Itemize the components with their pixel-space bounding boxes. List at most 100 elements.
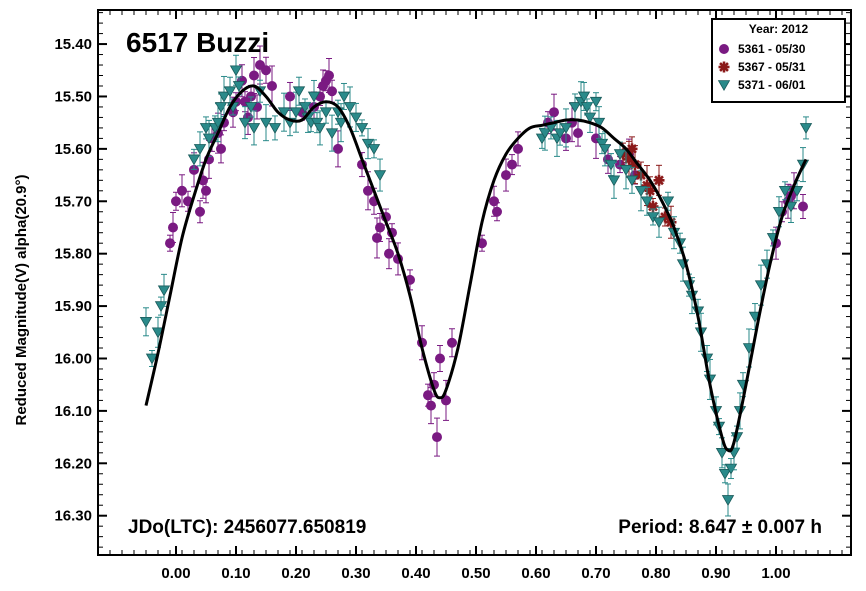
x-tick-label: 0.20: [281, 565, 310, 582]
data-point: [261, 65, 271, 76]
data-point: [171, 196, 181, 207]
data-point: [367, 144, 381, 155]
data-point: [195, 206, 205, 217]
data-point: [372, 232, 382, 243]
data-point: [327, 86, 337, 97]
y-tick-label: 15.90: [54, 298, 92, 315]
data-point: [553, 128, 567, 140]
data-point: [361, 138, 375, 150]
data-point: [355, 123, 369, 134]
y-tick-label: 15.40: [54, 36, 92, 53]
chart-title: 6517 Buzzi: [126, 27, 269, 58]
fit-curve: [144, 84, 808, 453]
data-point: [607, 175, 621, 187]
plot-frame: [97, 9, 852, 556]
y-tick-label: 15.80: [54, 246, 92, 263]
data-point: [145, 353, 159, 365]
jdo-annotation: JDo(LTC): 2456077.650819: [128, 517, 366, 538]
data-point: [325, 128, 339, 140]
data-point: [778, 185, 792, 197]
data-point: [426, 400, 436, 411]
y-tick-label: 16.00: [54, 350, 92, 367]
data-point: [435, 353, 445, 364]
data-point: [640, 196, 654, 208]
x-tick-label: 0.60: [521, 565, 550, 582]
data-point: [334, 117, 348, 129]
y-axis-title: Reduced Magnitude(V) alpha(20.9°): [13, 174, 30, 425]
data-point: [232, 81, 246, 93]
y-tick-label: 15.70: [54, 193, 92, 210]
data-point: [223, 86, 237, 98]
x-tick-label: 0.00: [161, 565, 190, 582]
x-tick-label: 1.00: [761, 565, 790, 582]
data-point: [244, 102, 258, 113]
legend-entry-label: 5361 - 05/30: [738, 42, 806, 56]
data-point: [432, 432, 442, 443]
legend-marker-asterisk: [718, 61, 730, 73]
data-point: [373, 170, 387, 182]
data-point: [168, 222, 178, 233]
data-point: [492, 206, 502, 217]
data-point: [384, 248, 394, 259]
chart-axes: 0.00 0.10 0.20 0.30 0.40 0.50 0.60 0.70 0.80 0.90…: [54, 9, 852, 582]
data-point: [319, 107, 333, 119]
data-point: [187, 154, 201, 166]
data-point: [139, 317, 153, 328]
data-point: [375, 222, 385, 233]
period-annotation: Period: 8.647 ± 0.007 h: [618, 517, 822, 538]
data-point: [718, 468, 732, 480]
data-point: [165, 238, 175, 249]
data-point: [538, 128, 552, 140]
x-tick-label: 0.50: [461, 565, 490, 582]
data-point: [217, 91, 231, 103]
data-point: [277, 107, 291, 119]
data-point: [549, 107, 559, 118]
data-point: [363, 185, 373, 196]
data-point: [653, 174, 665, 186]
legend: Year: 2012 5361 - 05/30 5367 - 05/31 5371 -…: [711, 18, 846, 103]
data-point: [211, 117, 225, 129]
data-point: [343, 102, 357, 113]
data-point: [772, 206, 786, 218]
data-point: [646, 212, 660, 224]
data-point: [238, 117, 252, 129]
data-point: [441, 395, 451, 406]
data-point: [754, 280, 768, 292]
data-point: [798, 201, 808, 212]
data-point: [259, 117, 273, 129]
data-point: [267, 80, 277, 91]
data-point: [507, 159, 517, 170]
data-point: [423, 390, 433, 401]
data-point: [625, 175, 639, 187]
data-point: [583, 112, 597, 124]
x-tick-label: 0.30: [341, 565, 370, 582]
data-point: [247, 123, 261, 134]
data-point: [592, 117, 606, 129]
x-tick-label: 0.70: [581, 565, 610, 582]
data-point: [268, 123, 282, 134]
data-point: [589, 96, 603, 108]
data-point: [619, 165, 633, 176]
data-point: [721, 495, 735, 507]
data-point: [598, 144, 612, 155]
legend-marker-triangle-down: [717, 80, 731, 92]
data-point: [577, 91, 591, 103]
data-point: [337, 91, 351, 103]
x-tick-label: 0.90: [701, 565, 730, 582]
legend-box: [711, 18, 846, 103]
data-point: [489, 196, 499, 207]
data-point: [249, 70, 259, 81]
data-point: [634, 185, 648, 197]
data-point: [193, 144, 207, 155]
data-point: [715, 448, 729, 459]
data-point: [799, 123, 813, 134]
data-point: [568, 102, 582, 113]
data-point: [151, 327, 165, 339]
x-tick-label: 0.80: [641, 565, 670, 582]
data-point: [661, 196, 675, 208]
data-point: [216, 143, 226, 154]
data-point: [652, 217, 666, 229]
data-point: [285, 91, 295, 102]
